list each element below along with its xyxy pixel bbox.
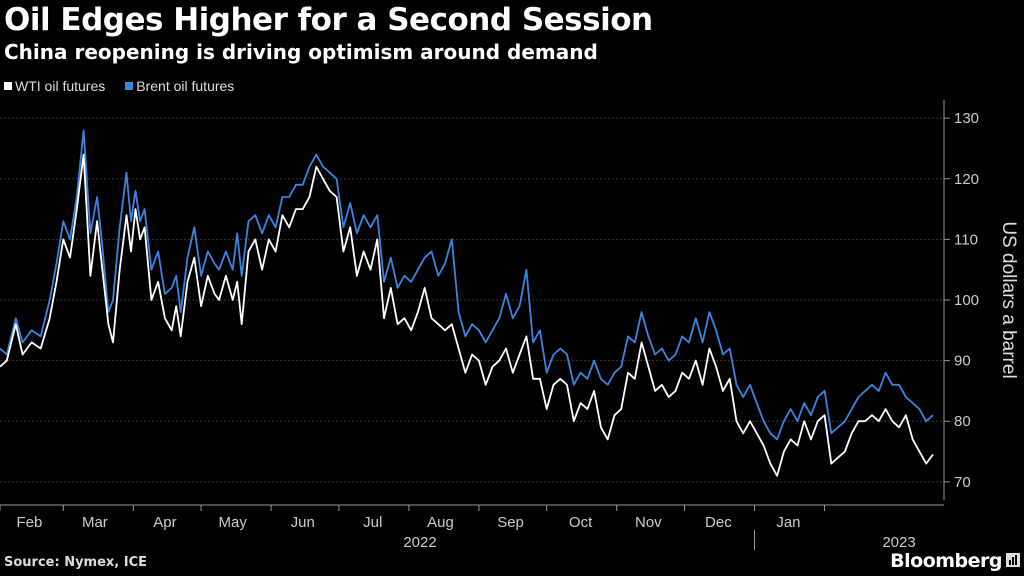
legend-swatch-brent (125, 82, 134, 90)
x-tick-label-apr: Apr (153, 514, 176, 531)
series (0, 129, 934, 477)
legend-label-wti: WTI oil futures (15, 78, 106, 94)
y-tick-label-130: 130 (954, 110, 979, 127)
legend-swatch-wti (4, 82, 12, 90)
axes: 70 80 90 100 110 120 130 US dollars a barrel Feb… (0, 100, 1019, 551)
chart-title: Oil Edges Higher for a Second Session (4, 2, 653, 38)
bloomberg-mark-icon (1006, 553, 1020, 567)
x-tick-label-oct: Oct (569, 514, 593, 531)
y-tick-label-70: 70 (954, 474, 971, 491)
y-axis-label: US dollars a barrel (998, 221, 1019, 378)
x-tick-label-jan: Jan (776, 514, 800, 531)
x-tick-label-sep: Sep (497, 514, 524, 531)
series-line-wti (0, 153, 934, 477)
series-line-brent (0, 129, 934, 441)
x-tick-label-jul: Jul (363, 514, 382, 531)
chart-subtitle: China reopening is driving optimism arou… (4, 40, 598, 64)
y-tick-label-100: 100 (954, 292, 979, 309)
x-tick-label-aug: Aug (427, 514, 454, 531)
legend: WTI oil futures Brent oil futures (4, 78, 234, 94)
legend-item-brent: Brent oil futures (125, 78, 234, 94)
x-tick-label-feb: Feb (16, 514, 42, 531)
year-label-2023: 2023 (882, 534, 915, 551)
year-label-2022: 2022 (403, 534, 436, 551)
legend-item-wti: WTI oil futures (4, 78, 105, 94)
x-tick-label-jun: Jun (291, 514, 315, 531)
x-tick-label-mar: Mar (82, 514, 108, 531)
y-tick-label-80: 80 (954, 413, 971, 430)
y-tick-label-120: 120 (954, 171, 979, 188)
y-tick-label-110: 110 (954, 231, 978, 248)
x-tick-label-may: May (219, 514, 248, 531)
x-tick-label-dec: Dec (705, 514, 732, 531)
x-tick-label-nov: Nov (635, 514, 662, 531)
source-note: Source: Nymex, ICE (4, 555, 148, 570)
y-tick-label-90: 90 (954, 353, 971, 370)
bloomberg-logo: Bloomberg (890, 550, 1002, 572)
legend-label-brent: Brent oil futures (136, 78, 235, 94)
grid (0, 117, 944, 483)
